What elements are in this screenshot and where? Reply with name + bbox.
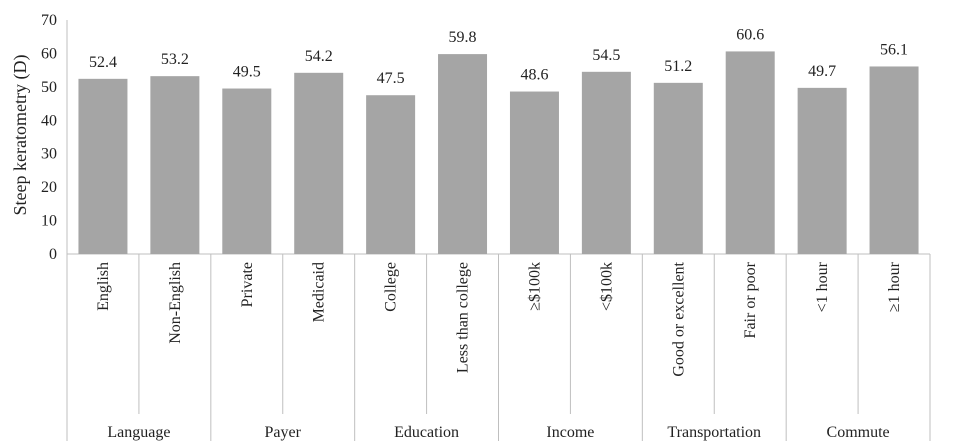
group-label: Education <box>394 424 459 441</box>
category-label: <$100k <box>598 262 615 311</box>
group-label: Payer <box>265 424 302 441</box>
category-label: Fair or poor <box>742 261 759 338</box>
bar-value-label: 54.2 <box>305 48 333 65</box>
y-tick-label: 20 <box>41 179 57 196</box>
bar <box>294 72 344 255</box>
y-tick-label: 70 <box>41 12 57 29</box>
bar-value-label: 60.6 <box>736 26 764 43</box>
bar <box>222 88 272 255</box>
bar <box>581 71 631 254</box>
bar-value-label: 49.5 <box>233 64 261 81</box>
bar <box>509 91 559 254</box>
bar <box>150 76 200 254</box>
bar <box>438 54 488 255</box>
bar-value-label: 52.4 <box>89 54 117 71</box>
y-tick-label: 40 <box>41 112 57 129</box>
bar-value-label: 49.7 <box>808 63 836 80</box>
y-tick-label: 50 <box>41 79 57 96</box>
bar-value-label: 47.5 <box>377 70 405 87</box>
bar <box>78 78 128 254</box>
bar-value-label: 59.8 <box>449 29 477 46</box>
bar <box>653 82 703 255</box>
category-label: College <box>383 262 400 312</box>
bar <box>725 51 775 255</box>
bar-value-label: 56.1 <box>880 41 908 58</box>
group-label: Income <box>546 424 594 441</box>
category-label: Private <box>239 262 256 307</box>
group-label: Commute <box>827 424 890 441</box>
bar-value-label: 53.2 <box>161 51 189 68</box>
category-label: ≥$100k <box>526 262 543 311</box>
group-label: Transportation <box>667 424 761 441</box>
category-label: Less than college <box>455 262 472 373</box>
bar <box>869 66 919 254</box>
group-label: Language <box>107 424 170 441</box>
category-label: English <box>95 262 112 311</box>
bar-value-label: 54.5 <box>592 47 620 64</box>
bar <box>797 87 847 254</box>
bar-value-label: 48.6 <box>520 67 548 84</box>
category-label: ≥1 hour <box>886 261 903 312</box>
bar-value-label: 51.2 <box>664 58 692 75</box>
y-axis-label: Steep keratometry (D) <box>10 55 31 216</box>
category-label: Medicaid <box>311 262 328 322</box>
category-label: Good or excellent <box>670 261 687 376</box>
y-tick-label: 30 <box>41 146 57 163</box>
y-tick-label: 10 <box>41 213 57 230</box>
y-tick-label: 0 <box>49 246 57 263</box>
category-label: <1 hour <box>814 261 831 312</box>
y-tick-label: 60 <box>41 45 57 62</box>
bar <box>366 95 416 254</box>
category-label: Non-English <box>167 262 184 344</box>
